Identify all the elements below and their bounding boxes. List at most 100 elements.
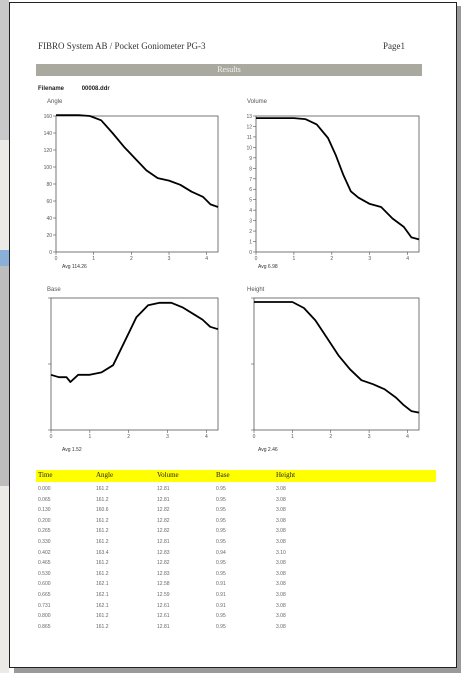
y-tick-label: 9 [249, 156, 252, 162]
table-cell-volume: 12.82 [157, 560, 170, 567]
left-window-gutter [0, 0, 9, 673]
table-cell-volume: 12.59 [157, 592, 170, 598]
x-tick-label: 0 [50, 434, 53, 440]
table-cell-height: 3.08 [276, 539, 286, 545]
table-cell-angle: 161.2 [96, 613, 109, 620]
x-tick-label: 1 [291, 434, 294, 440]
table-cell-height: 3.08 [276, 581, 286, 588]
table-cell-time: 0.530 [38, 570, 51, 577]
table-cell-base: 0.95 [216, 623, 226, 630]
table-cell-angle: 161.2 [96, 528, 109, 535]
table-cell-height: 3.10 [276, 549, 286, 556]
gutter-selection-marker [0, 250, 9, 266]
table-cell-time: 0.000 [38, 486, 51, 492]
table-cell-angle: 161.2 [96, 560, 109, 567]
y-tick-label: 5 [249, 198, 252, 204]
table-cell-angle: 161.2 [96, 539, 109, 545]
y-tick-label: 3 [249, 219, 252, 225]
plot-area [253, 297, 420, 431]
height-chart-title: Height [247, 287, 265, 293]
y-tick-label: 8 [249, 166, 252, 172]
y-tick-label: 2 [249, 229, 252, 235]
table-cell-volume: 12.83 [157, 570, 170, 577]
filename-row: Filename 00008.ddr [38, 86, 126, 92]
series-line [256, 117, 420, 241]
table-cell-time: 0.130 [38, 507, 51, 514]
table-cell-volume: 12.61 [157, 613, 170, 620]
x-tick-label: 1 [88, 434, 91, 440]
x-tick-label: 3 [166, 434, 169, 440]
x-tick-label: 4 [205, 256, 208, 262]
x-tick-label: 0 [255, 256, 258, 262]
table-cell-angle: 161.2 [96, 623, 109, 630]
x-tick-label: 2 [127, 434, 130, 440]
table-cell-base: 0.91 [216, 581, 226, 588]
y-tick-label: 13 [246, 114, 252, 120]
table-cell-angle: 162.1 [96, 602, 109, 609]
table-cell-time: 0.600 [38, 581, 51, 588]
table-cell-angle: 161.2 [96, 570, 109, 577]
table-cell-height: 3.08 [276, 528, 286, 535]
x-tick-label: 4 [406, 434, 409, 440]
filename-value: 00008.ddr [81, 86, 110, 92]
table-cell-base: 0.95 [216, 570, 226, 577]
base-chart-title: Base [47, 287, 61, 293]
table-cell-height: 3.08 [276, 507, 286, 514]
table-cell-base: 0.91 [216, 592, 226, 598]
table-cell-volume: 12.81 [157, 623, 170, 630]
table-header-volume: Volume [157, 471, 179, 479]
y-tick-label: 160 [44, 114, 53, 120]
x-tick-label: 2 [329, 434, 332, 440]
x-tick-label: 4 [205, 434, 208, 440]
table-cell-height: 3.08 [276, 496, 286, 503]
table-cell-time: 0.465 [38, 560, 51, 567]
y-tick-label: 4 [249, 208, 252, 214]
table-cell-base: 0.95 [216, 486, 226, 492]
y-tick-label: 6 [249, 187, 252, 193]
y-tick-label: 140 [44, 131, 53, 137]
results-section-bar: Results [36, 64, 422, 76]
table-cell-angle: 161.2 [96, 486, 109, 492]
table-cell-volume: 12.82 [157, 507, 170, 514]
series-line [56, 114, 219, 208]
y-tick-label: 0 [49, 250, 52, 256]
table-cell-angle: 163.4 [96, 549, 109, 556]
page-shadow-right [457, 6, 461, 670]
table-cell-volume: 12.81 [157, 539, 170, 545]
table-cell-angle: 160.6 [96, 507, 109, 514]
x-tick-label: 2 [330, 256, 333, 262]
table-cell-height: 3.08 [276, 613, 286, 620]
table-cell-volume: 12.81 [157, 486, 170, 492]
base-average: Avg 1.52 [62, 447, 82, 453]
x-tick-label: 0 [55, 256, 58, 262]
plot-area [255, 115, 420, 253]
table-cell-angle: 161.2 [96, 517, 109, 524]
table-cell-base: 0.94 [216, 549, 226, 556]
table-cell-height: 3.08 [276, 592, 286, 598]
table-cell-base: 0.95 [216, 528, 226, 535]
y-tick-label: 0 [249, 250, 252, 256]
filename-label: Filename [38, 86, 65, 92]
y-tick-label: 40 [46, 216, 52, 222]
gutter-panel-bottom [0, 266, 9, 486]
y-tick-label: 7 [249, 177, 252, 183]
table-cell-volume: 12.61 [157, 602, 170, 609]
table-header-height: Height [276, 471, 296, 479]
table-cell-base: 0.95 [216, 507, 226, 514]
table-cell-time: 0.330 [38, 539, 51, 545]
gutter-panel-top [0, 0, 9, 140]
volume-chart-title: Volume [247, 99, 268, 105]
plot-area [55, 115, 219, 253]
table-cell-height: 3.08 [276, 486, 286, 492]
y-tick-label: 80 [46, 182, 52, 188]
table-cell-angle: 162.1 [96, 581, 109, 588]
x-tick-label: 4 [406, 256, 409, 262]
table-cell-height: 3.08 [276, 517, 286, 524]
table-cell-angle: 161.2 [96, 496, 109, 503]
x-tick-label: 1 [92, 256, 95, 262]
y-tick-label: 120 [44, 148, 53, 154]
table-cell-volume: 12.81 [157, 496, 170, 503]
table-cell-base: 0.95 [216, 517, 226, 524]
